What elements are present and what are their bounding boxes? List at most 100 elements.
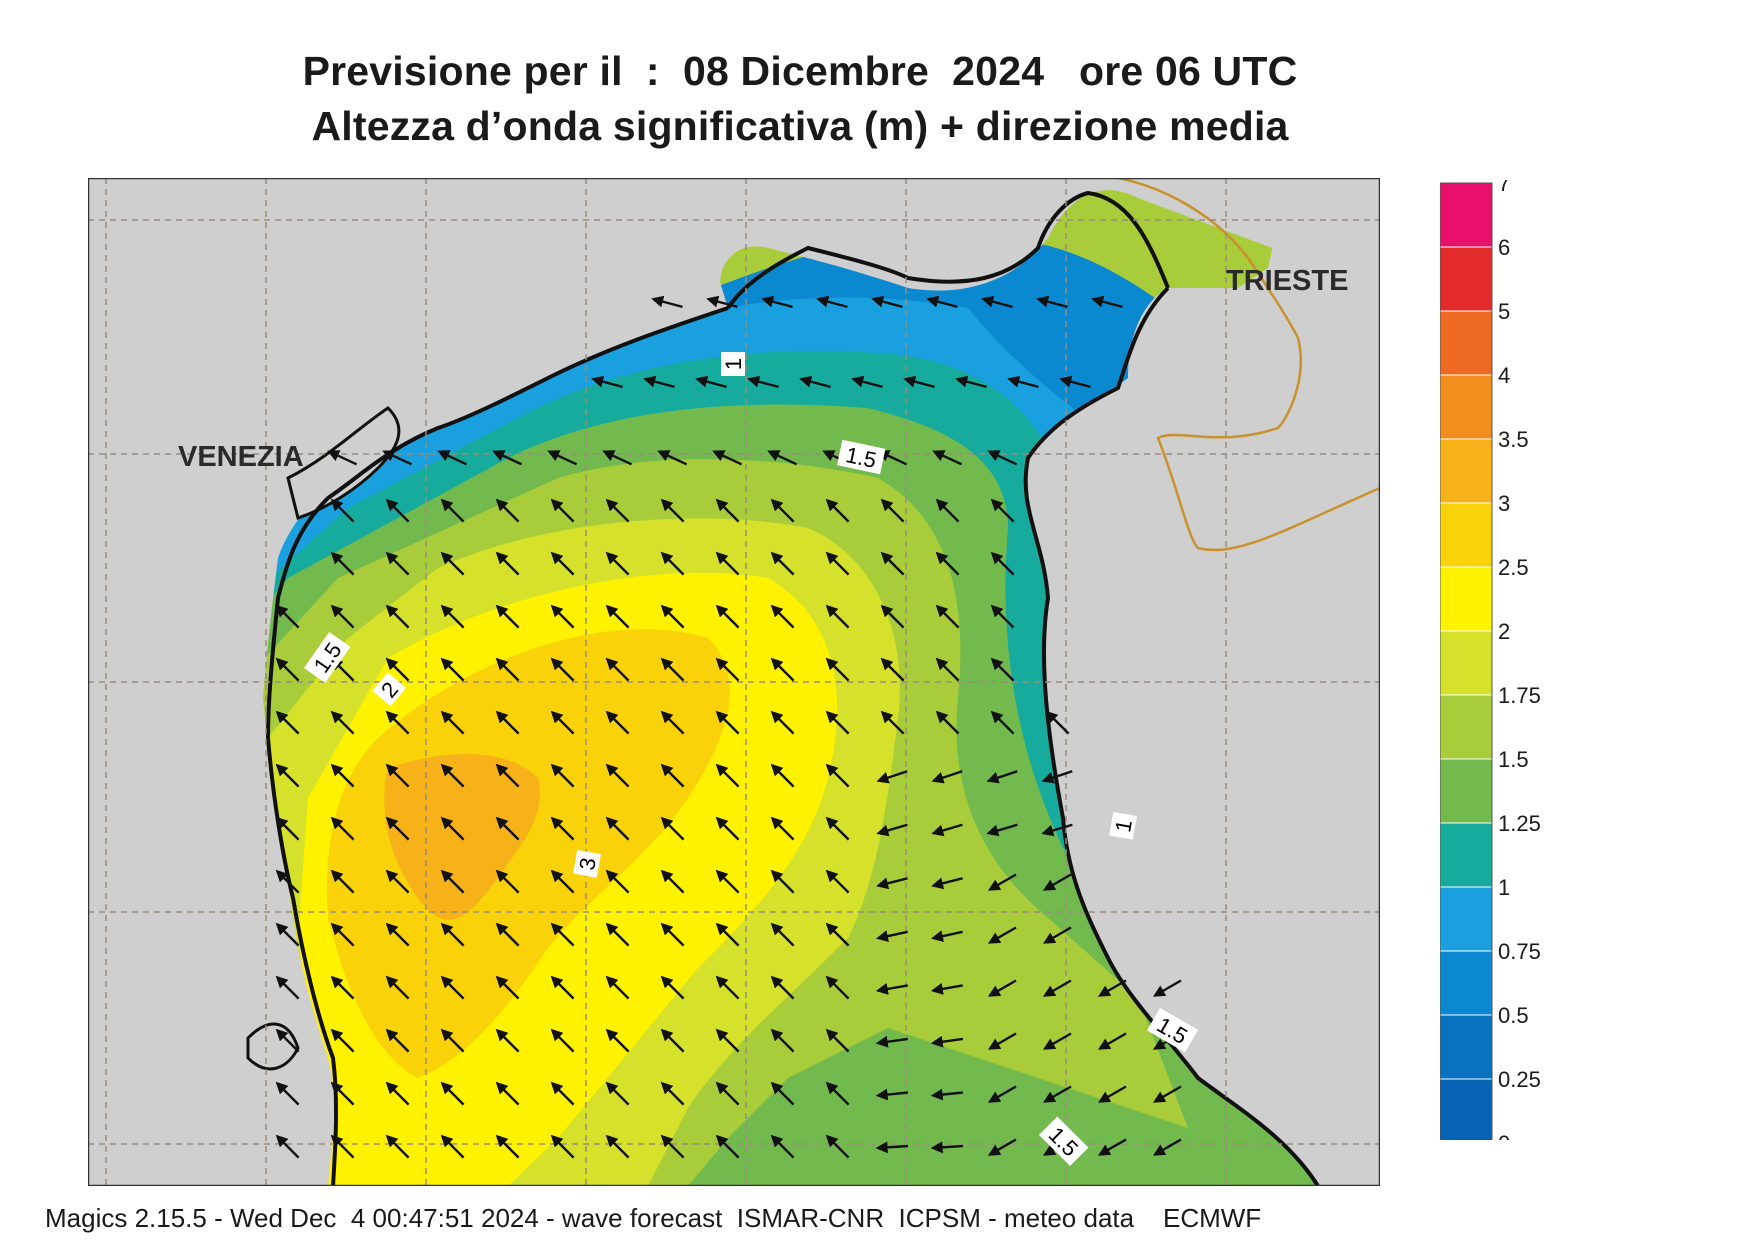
- colorbar-label: 0.75: [1498, 939, 1541, 964]
- direction-arrow: [492, 450, 523, 466]
- direction-arrow: [495, 551, 520, 576]
- direction-arrow: [440, 816, 465, 841]
- colorbar-label: 7: [1498, 180, 1510, 196]
- direction-arrow: [385, 498, 410, 523]
- direction-arrow: [931, 877, 963, 890]
- direction-arrow: [495, 922, 520, 947]
- colorbar-label: 1.5: [1498, 747, 1529, 772]
- direction-arrow: [385, 763, 410, 788]
- direction-arrow: [495, 816, 520, 841]
- colorbar-swatch: [1440, 246, 1493, 312]
- direction-arrow: [770, 869, 795, 894]
- direction-arrow: [875, 983, 908, 995]
- direction-arrow: [715, 1081, 740, 1106]
- direction-arrow: [987, 450, 1018, 466]
- direction-arrow: [876, 877, 908, 890]
- direction-arrow: [990, 551, 1015, 576]
- colorbar-label: 1: [1498, 875, 1510, 900]
- direction-arrow: [591, 375, 623, 389]
- direction-arrow: [440, 657, 465, 682]
- svg-text:1: 1: [1110, 818, 1137, 834]
- direction-arrow: [275, 922, 300, 947]
- direction-arrow: [605, 816, 630, 841]
- direction-arrow: [770, 657, 795, 682]
- direction-arrow: [875, 1035, 909, 1048]
- direction-arrow: [715, 604, 740, 629]
- direction-arrow: [550, 498, 575, 523]
- direction-arrow: [643, 375, 675, 389]
- direction-arrow: [825, 763, 850, 788]
- svg-text:1.5: 1.5: [844, 442, 879, 473]
- direction-arrow: [767, 450, 798, 466]
- direction-arrow: [770, 816, 795, 841]
- direction-arrow: [330, 1028, 355, 1053]
- colorbar-swatch: [1440, 438, 1493, 504]
- direction-arrow: [799, 375, 831, 389]
- direction-arrow: [1042, 979, 1072, 997]
- direction-arrow: [330, 551, 355, 576]
- direction-arrow: [1045, 710, 1070, 735]
- direction-arrow: [715, 763, 740, 788]
- direction-arrow: [871, 295, 903, 309]
- direction-arrow: [770, 763, 795, 788]
- direction-arrow: [440, 604, 465, 629]
- contour-label-1-north: 1: [721, 352, 746, 376]
- direction-arrow: [931, 770, 963, 784]
- direction-arrow: [1091, 295, 1123, 309]
- direction-arrow: [550, 975, 575, 1000]
- direction-arrow: [715, 551, 740, 576]
- direction-arrow: [275, 710, 300, 735]
- direction-arrow: [550, 922, 575, 947]
- direction-arrow: [327, 450, 358, 466]
- direction-arrow: [385, 816, 410, 841]
- direction-arrow: [440, 551, 465, 576]
- direction-arrow: [382, 450, 413, 466]
- direction-arrow: [385, 922, 410, 947]
- direction-arrow: [605, 710, 630, 735]
- direction-arrow: [875, 1088, 909, 1101]
- direction-arrow: [1041, 823, 1073, 837]
- colorbar-label: 2: [1498, 619, 1510, 644]
- direction-arrow: [440, 1028, 465, 1053]
- direction-arrow: [825, 816, 850, 841]
- direction-arrow: [1097, 1085, 1127, 1103]
- direction-arrow: [981, 295, 1013, 309]
- direction-arrow: [440, 710, 465, 735]
- direction-arrow: [1152, 1138, 1182, 1156]
- colorbar-swatch: [1440, 310, 1493, 376]
- coastline-north: [726, 190, 1170, 310]
- direction-arrow: [550, 1081, 575, 1106]
- direction-arrow: [875, 930, 908, 943]
- direction-arrow: [715, 710, 740, 735]
- direction-arrow: [1007, 375, 1039, 389]
- direction-arrow: [1152, 979, 1182, 997]
- direction-arrow: [770, 604, 795, 629]
- direction-arrow: [495, 763, 520, 788]
- direction-arrow: [715, 869, 740, 894]
- direction-arrow: [651, 295, 683, 309]
- direction-arrow: [930, 983, 963, 995]
- direction-arrow: [715, 975, 740, 1000]
- direction-arrow: [715, 498, 740, 523]
- direction-arrow: [955, 375, 987, 389]
- direction-arrow: [770, 1028, 795, 1053]
- direction-arrow: [605, 498, 630, 523]
- direction-arrow: [605, 922, 630, 947]
- colorbar-swatch: [1440, 502, 1493, 568]
- border-line: [1117, 178, 1380, 552]
- colorbar-labels: 7 6 5 4 3.5 3 2.5 2 1.75 1.5 1.25 1 0.75 0.5 0.25 0: [1498, 180, 1541, 1140]
- direction-arrow: [715, 1028, 740, 1053]
- colorbar-swatch: [1440, 630, 1493, 696]
- land-north: [648, 178, 1380, 318]
- contour-label-1.5-north: 1.5: [836, 439, 886, 475]
- colorbar-label: 6: [1498, 235, 1510, 260]
- direction-arrow: [1097, 1138, 1127, 1156]
- direction-arrow: [935, 657, 960, 682]
- direction-arrow: [550, 710, 575, 735]
- direction-arrow: [330, 763, 355, 788]
- direction-arrow: [876, 823, 908, 837]
- direction-arrow: [660, 551, 685, 576]
- colorbar-swatch: [1440, 374, 1493, 440]
- direction-arrow: [602, 450, 633, 466]
- band-3-3.5: [327, 629, 730, 1078]
